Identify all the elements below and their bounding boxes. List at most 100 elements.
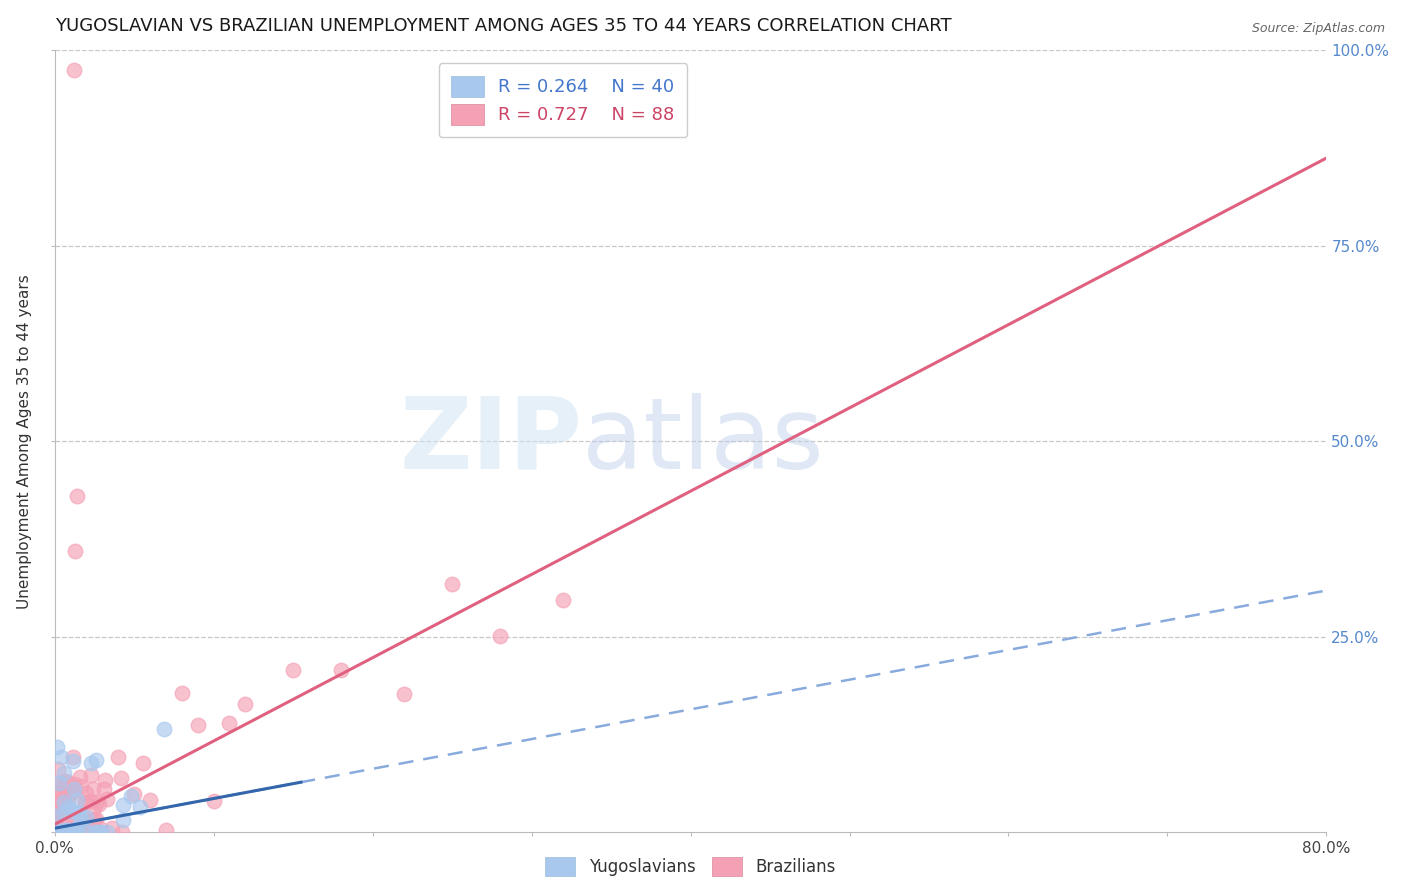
Point bbox=[48, 775, 70, 789]
Point bbox=[76, 825, 98, 839]
Point bbox=[93, 772, 115, 787]
Point bbox=[80, 767, 103, 781]
Point bbox=[46, 807, 69, 822]
Point bbox=[53, 825, 76, 839]
Point bbox=[49, 825, 72, 839]
Point bbox=[48, 797, 70, 812]
Point bbox=[80, 756, 103, 770]
Point bbox=[122, 787, 145, 801]
Point bbox=[62, 777, 84, 791]
Text: atlas: atlas bbox=[582, 392, 824, 490]
Point bbox=[72, 810, 94, 824]
Point bbox=[48, 825, 70, 839]
Text: YUGOSLAVIAN VS BRAZILIAN UNEMPLOYMENT AMONG AGES 35 TO 44 YEARS CORRELATION CHAR: YUGOSLAVIAN VS BRAZILIAN UNEMPLOYMENT AM… bbox=[55, 17, 952, 35]
Point bbox=[58, 800, 80, 814]
Point bbox=[73, 796, 96, 810]
Point bbox=[56, 823, 79, 838]
Point bbox=[63, 783, 86, 797]
Point bbox=[45, 813, 67, 827]
Point bbox=[51, 825, 73, 839]
Point bbox=[69, 770, 91, 784]
Point bbox=[329, 663, 352, 677]
Point bbox=[66, 489, 89, 503]
Point bbox=[87, 797, 110, 811]
Point bbox=[44, 825, 66, 839]
Point bbox=[45, 822, 67, 837]
Point bbox=[45, 740, 67, 755]
Point bbox=[58, 825, 80, 839]
Point bbox=[96, 792, 118, 806]
Legend: Yugoslavians, Brazilians: Yugoslavians, Brazilians bbox=[538, 850, 842, 882]
Point bbox=[107, 750, 129, 764]
Point bbox=[48, 825, 70, 839]
Point bbox=[90, 822, 112, 836]
Point bbox=[46, 822, 69, 836]
Point bbox=[111, 825, 134, 839]
Point bbox=[65, 822, 87, 837]
Point bbox=[63, 825, 86, 839]
Point bbox=[82, 781, 104, 796]
Point bbox=[84, 813, 107, 827]
Text: Source: ZipAtlas.com: Source: ZipAtlas.com bbox=[1251, 22, 1385, 36]
Point bbox=[394, 687, 416, 701]
Point bbox=[101, 821, 124, 835]
Point bbox=[45, 825, 67, 839]
Point bbox=[45, 814, 67, 828]
Point bbox=[202, 794, 225, 808]
Point bbox=[170, 686, 193, 700]
Point bbox=[46, 762, 69, 776]
Point bbox=[110, 771, 132, 785]
Point bbox=[53, 805, 76, 819]
Point bbox=[58, 789, 80, 804]
Point bbox=[93, 782, 115, 797]
Point bbox=[62, 816, 84, 830]
Point bbox=[44, 825, 66, 839]
Point bbox=[63, 825, 86, 839]
Point bbox=[139, 792, 162, 806]
Point bbox=[48, 785, 70, 799]
Point bbox=[48, 777, 70, 791]
Point bbox=[66, 822, 89, 836]
Point bbox=[49, 825, 72, 839]
Point bbox=[66, 825, 89, 839]
Point bbox=[77, 825, 100, 839]
Point bbox=[66, 793, 89, 807]
Point bbox=[235, 698, 257, 712]
Point bbox=[82, 814, 104, 828]
Point bbox=[152, 722, 174, 736]
Point bbox=[83, 825, 105, 839]
Point bbox=[52, 795, 75, 809]
Point bbox=[56, 798, 79, 813]
Point bbox=[51, 825, 73, 839]
Point bbox=[62, 749, 84, 764]
Point bbox=[281, 663, 304, 677]
Point bbox=[48, 825, 70, 839]
Point bbox=[96, 825, 118, 839]
Point bbox=[69, 825, 91, 839]
Point bbox=[120, 789, 142, 803]
Point bbox=[112, 798, 135, 813]
Point bbox=[51, 779, 73, 793]
Point bbox=[62, 825, 84, 839]
Point bbox=[60, 804, 83, 818]
Point bbox=[82, 825, 104, 839]
Point bbox=[69, 825, 91, 839]
Point bbox=[83, 825, 105, 839]
Point bbox=[60, 825, 83, 839]
Point bbox=[218, 716, 240, 731]
Point bbox=[69, 814, 91, 828]
Point bbox=[60, 785, 83, 799]
Point bbox=[65, 825, 87, 839]
Point bbox=[488, 629, 510, 643]
Point bbox=[86, 753, 108, 767]
Point bbox=[51, 750, 73, 764]
Point bbox=[44, 807, 66, 822]
Point bbox=[45, 805, 67, 819]
Point bbox=[51, 792, 73, 806]
Point bbox=[73, 795, 96, 809]
Y-axis label: Unemployment Among Ages 35 to 44 years: Unemployment Among Ages 35 to 44 years bbox=[17, 274, 32, 608]
Point bbox=[52, 765, 75, 780]
Point bbox=[553, 592, 575, 607]
Point bbox=[44, 825, 66, 839]
Point bbox=[131, 756, 153, 771]
